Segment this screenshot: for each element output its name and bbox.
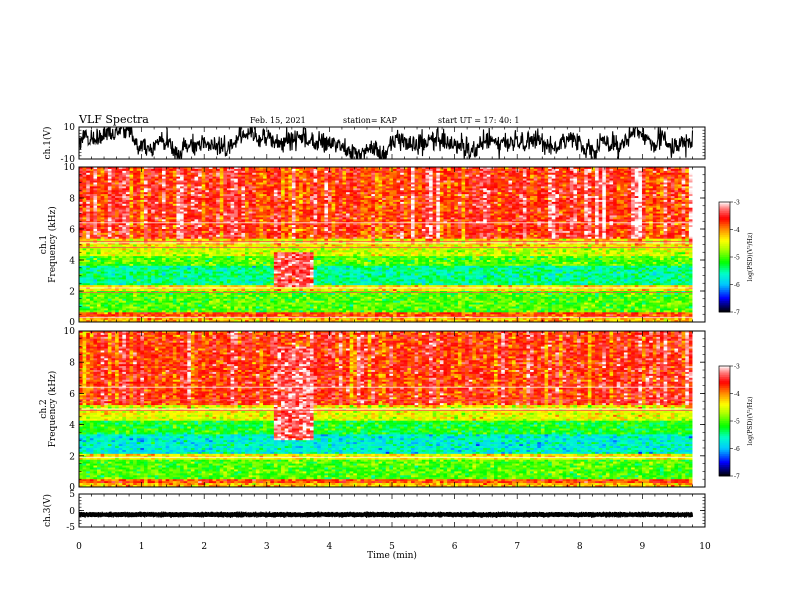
x-tick-label: 10 <box>699 542 711 552</box>
sp2-ylabel: ch.2 <box>39 399 49 418</box>
x-tick-label: 8 <box>577 542 583 552</box>
wf1-trace <box>79 127 694 159</box>
wf1-ytick-label: -10 <box>61 155 76 165</box>
station-label: station= KAP <box>343 116 397 125</box>
sp1-ytick-label: 2 <box>69 288 75 298</box>
wf3-ylabel: ch.3(V) <box>42 494 53 527</box>
sp1-ytick-label: 6 <box>69 226 75 236</box>
wf1-ylabel: ch.1(V) <box>42 127 53 160</box>
sp2-colorbar-tick-label: -6 <box>734 446 740 453</box>
wf1-waveform <box>79 127 694 159</box>
sp1-ylabel: ch.1 <box>39 235 49 254</box>
sp2-colorbar <box>719 366 730 477</box>
sp2-colorbar-tick-label: -3 <box>734 364 740 371</box>
sp1-ytick-label: 4 <box>69 257 75 267</box>
sp1-colorbar-tick-label: -7 <box>734 310 740 317</box>
wf3-ytick-label: 5 <box>69 490 75 500</box>
chart-title: VLF Spectra <box>79 113 149 126</box>
sp2-ylabel: Frequency (kHz) <box>47 371 58 448</box>
sp2-ytick-label: 6 <box>69 390 75 400</box>
wf1-ytick-label: 10 <box>64 123 76 133</box>
sp1-colorbar-label: log(PSD)(V²/Hz) <box>747 233 754 282</box>
sp2-colorbar-tick-label: -4 <box>734 391 740 398</box>
x-tick-label: 3 <box>264 542 270 552</box>
wf3-trace <box>79 511 694 518</box>
sp2-ytick-label: 0 <box>69 483 75 493</box>
sp1-colorbar-tick-label: -5 <box>734 255 740 262</box>
x-tick-label: 9 <box>640 542 646 552</box>
sp1-colorbar-tick-label: -4 <box>734 227 740 234</box>
sp1-ytick-label: 10 <box>64 163 76 173</box>
x-tick-label: 6 <box>452 542 458 552</box>
sp2-colorbar-tick-label: -5 <box>734 419 740 426</box>
x-axis-label: Time (min) <box>367 550 417 561</box>
x-tick-label: 5 <box>389 542 395 552</box>
sp2-colorbar-label: log(PSD)(V²/Hz) <box>747 397 754 446</box>
wf3-ytick-label: -5 <box>66 523 75 533</box>
x-tick-label: 7 <box>514 542 520 552</box>
sp2-ytick-label: 10 <box>64 327 76 337</box>
sp1-ylabel: Frequency (kHz) <box>47 206 58 283</box>
x-tick-label: 4 <box>327 542 333 552</box>
sp1-colorbar-tick-label: -6 <box>734 282 740 289</box>
sp2-heatmap <box>79 331 705 488</box>
sp1-colorbar-tick-label: -3 <box>734 200 740 207</box>
sp2-ytick-label: 8 <box>69 359 75 369</box>
sp1-ytick-label: 0 <box>69 318 75 328</box>
sp2-ytick-label: 4 <box>69 421 75 431</box>
date-label: Feb. 15, 2021 <box>250 116 306 125</box>
sp1-ytick-label: 8 <box>69 195 75 205</box>
sp1-colorbar <box>719 202 730 313</box>
x-tick-label: 2 <box>201 542 207 552</box>
x-tick-label: 1 <box>139 542 145 552</box>
wf3-ytick-label: 0 <box>69 507 75 517</box>
x-tick-label: 0 <box>76 542 82 552</box>
wf3-waveform <box>79 511 694 518</box>
sp2-colorbar-tick-label: -7 <box>734 474 740 481</box>
start-time-label: start UT = 17: 40: 1 <box>438 116 519 125</box>
sp1-heatmap <box>79 167 705 323</box>
sp2-ytick-label: 2 <box>69 452 75 462</box>
